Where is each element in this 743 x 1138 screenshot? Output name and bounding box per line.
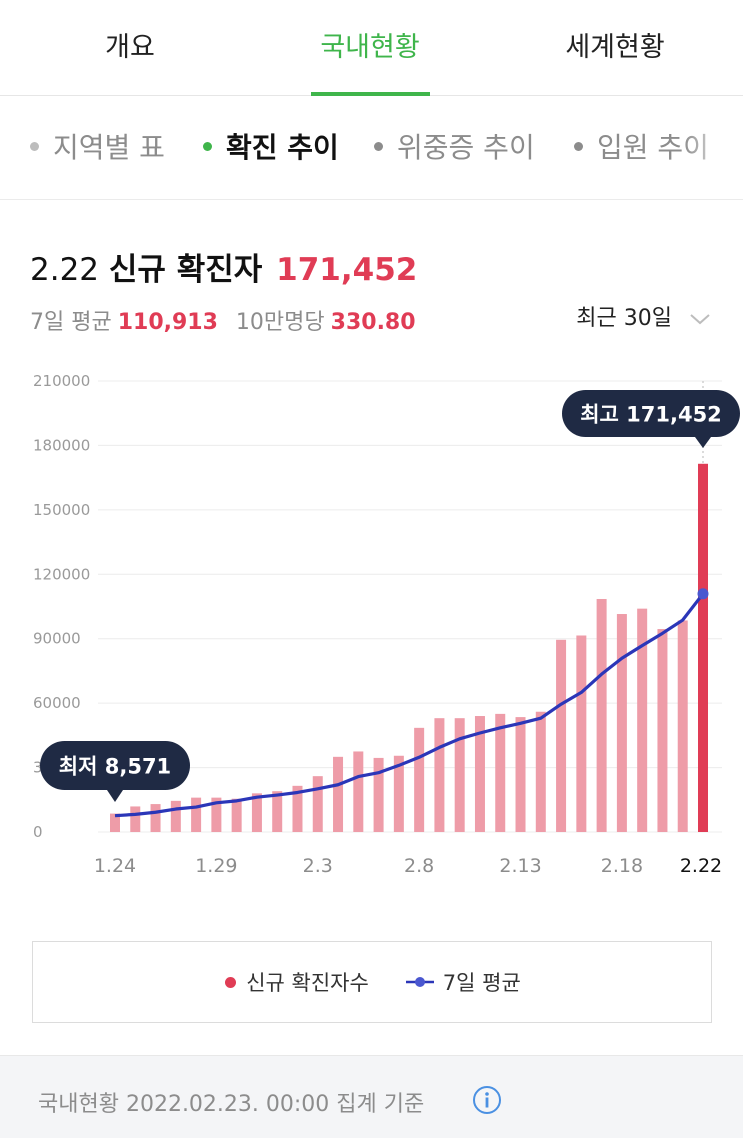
bar	[637, 608, 648, 832]
tab-overview[interactable]: 개요	[105, 32, 155, 63]
bar	[576, 635, 587, 832]
bar	[191, 797, 202, 832]
avg-line	[114, 592, 705, 818]
avg-value: 110,913	[117, 310, 218, 335]
bar-layer	[110, 463, 708, 832]
annotation-layer: 최고 171,452 최저 8,571	[40, 390, 740, 802]
subtab-confirmed-trend[interactable]: 확진 추이	[203, 96, 339, 199]
bar	[454, 718, 465, 832]
subtab-regional-table[interactable]: 지역별 표	[30, 96, 165, 199]
bar	[150, 804, 161, 832]
sub-tab-bar: 지역별 표 확진 추이 위중증 추이 입원 추이	[0, 96, 743, 200]
x-tick-label: 1.24	[94, 855, 136, 877]
y-tick-label: 210000	[33, 372, 90, 390]
x-tick-label: 1.29	[195, 855, 237, 877]
legend: 신규 확진자수 7일 평균	[33, 942, 713, 1022]
bar	[556, 639, 567, 832]
line-marker-icon	[405, 977, 434, 987]
tooltip-pointer	[695, 437, 711, 448]
bar	[596, 598, 607, 832]
legend-label: 신규 확진자수	[246, 971, 369, 995]
bar	[110, 813, 120, 832]
bar	[272, 791, 283, 832]
headline-date: 2.22	[30, 252, 100, 288]
info-icon[interactable]	[472, 1085, 502, 1115]
headline: 2.22 신규 확진자 171,452	[30, 244, 417, 289]
confirmed-cases-chart: 0300006000090000120000150000180000210000…	[33, 372, 740, 877]
bar	[333, 756, 344, 832]
legend-label: 7일 평균	[442, 971, 521, 995]
y-tick-label: 0	[33, 823, 43, 841]
annotation-min: 최저 8,571	[40, 741, 190, 802]
bar	[130, 806, 141, 832]
bar	[312, 776, 323, 832]
period-label: 최근 30일	[576, 306, 672, 331]
scroll-fade	[683, 96, 743, 199]
y-tick-label: 90000	[33, 630, 81, 648]
bullet-icon	[203, 141, 212, 151]
bullet-icon	[574, 141, 583, 151]
bar	[292, 785, 303, 832]
x-tick-label: 2.8	[404, 855, 434, 877]
top-tab-bar: 개요 국내현황 세계현황	[0, 0, 743, 96]
avg-point	[697, 588, 709, 600]
bar	[251, 793, 262, 832]
x-tick-label: 2.18	[601, 855, 643, 877]
x-tick-label: 2.13	[499, 855, 541, 877]
tooltip-pointer	[107, 790, 123, 802]
summary-stats: 7일 평균 110,913 10만명당 330.80	[30, 304, 434, 336]
bar	[677, 620, 688, 832]
y-tick-label: 60000	[33, 694, 81, 712]
bar	[434, 718, 445, 832]
annotation-max: 최고 171,452	[562, 390, 740, 448]
subtab-label: 확진 추이	[226, 131, 339, 164]
footer: 국내현황 2022.02.23. 00:00 집계 기준	[0, 1055, 743, 1138]
tooltip-label: 최저 8,571	[59, 755, 171, 779]
chevron-down-icon	[690, 314, 710, 325]
bar	[231, 798, 242, 832]
legend-box: 신규 확진자수 7일 평균	[32, 941, 712, 1023]
subtab-label: 지역별 표	[53, 131, 165, 164]
tooltip-bubble	[562, 390, 740, 437]
x-tick-label: 2.22	[680, 855, 722, 877]
bar	[414, 727, 425, 832]
x-tick-label: 2.3	[303, 855, 333, 877]
per-100k-value: 330.80	[330, 310, 416, 335]
period-dropdown[interactable]: 최근 30일	[576, 300, 711, 332]
subtab-label: 위중증 추이	[397, 131, 535, 164]
avg-label: 7일 평균	[30, 310, 112, 335]
tab-world[interactable]: 세계현황	[565, 32, 665, 63]
bar	[393, 755, 404, 832]
y-tick-label: 180000	[33, 436, 90, 454]
legend-item-new-cases[interactable]: 신규 확진자수	[225, 967, 369, 997]
bar	[535, 711, 546, 832]
new-cases-count: 171,452	[276, 252, 418, 288]
red-dot-icon	[225, 976, 237, 988]
bar	[170, 800, 181, 832]
x-axis-labels: 1.24 1.29 2.3 2.8 2.13 2.18 2.22	[94, 855, 722, 877]
bar	[495, 713, 506, 832]
y-tick-label: 120000	[33, 565, 90, 583]
per-100k-label: 10만명당	[235, 310, 325, 335]
active-tab-underline	[311, 92, 430, 96]
bullet-icon	[374, 141, 383, 151]
bar	[373, 757, 384, 832]
bar	[515, 717, 526, 832]
bar	[616, 614, 627, 832]
bar	[353, 751, 364, 832]
y-tick-label: 150000	[33, 501, 90, 519]
tooltip-label: 최고 171,452	[580, 403, 722, 427]
bar-highlight	[698, 463, 708, 832]
line-layer	[114, 588, 709, 818]
tooltip-bubble	[40, 741, 190, 790]
bar	[474, 716, 485, 832]
bar	[211, 797, 222, 832]
footer-text: 국내현황 2022.02.23. 00:00 집계 기준	[38, 1092, 425, 1117]
legend-item-7day-avg[interactable]: 7일 평균	[405, 967, 521, 997]
bullet-icon	[30, 141, 39, 151]
tab-domestic[interactable]: 국내현황	[320, 32, 420, 63]
subtab-critical-trend[interactable]: 위중증 추이	[374, 96, 535, 199]
headline-title: 신규 확진자	[108, 252, 263, 288]
bar	[657, 629, 668, 832]
